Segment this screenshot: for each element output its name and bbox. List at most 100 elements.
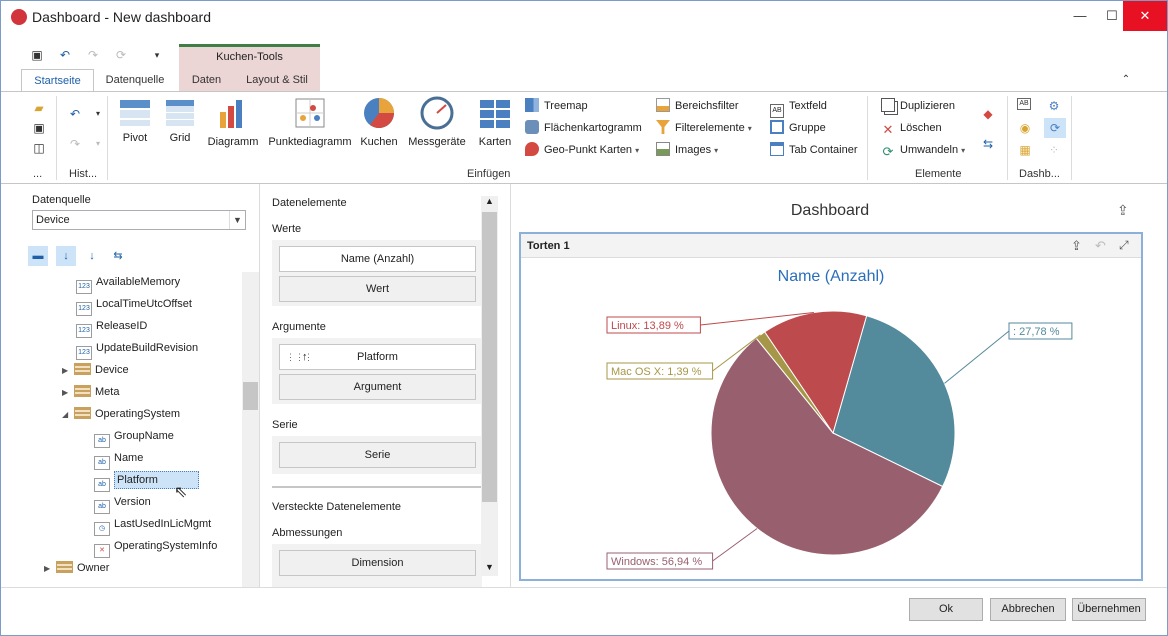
convert-button[interactable]: ⟳ Umwandeln ▾ [882,144,966,159]
pie-dashboard-item[interactable]: Torten 1 ⇪ ↶ ⤢ Name (Anzahl) : 27,78 % Wi… [519,232,1143,581]
duplicate-label: Duplizieren [900,100,956,112]
chevron-down-icon[interactable]: ▼ [229,211,245,229]
eraser-icon[interactable]: ◆ [983,107,993,121]
tree-item[interactable]: 123 AvailableMemory [76,272,180,294]
tab-container-icon [770,142,784,156]
redo-icon[interactable]: ↷ [87,48,99,62]
expand-icon[interactable]: ▶ [62,366,69,375]
tree-item[interactable]: ✕ OperatingSystemInfo [94,535,217,558]
field-tree-scrollbar[interactable] [242,272,259,587]
tab-daten[interactable]: Daten [179,69,234,92]
tree-item[interactable]: 123 LocalTimeUtcOffset [76,293,192,316]
tree-item[interactable]: ab Name [94,447,143,470]
currency-icon[interactable]: ◉ [1019,121,1031,135]
tree-item[interactable]: ◷ LastUsedInLicMgmt [94,513,211,536]
undo-dropdown-icon[interactable]: ▾ [95,109,100,118]
dashboard-title: Dashboard [790,202,870,219]
group-button[interactable]: Gruppe [770,119,826,137]
refresh-fields-icon[interactable]: ⇆ [113,250,123,262]
choropleth-map-button[interactable]: Flächenkartogramm [525,119,642,137]
argument-placeholder[interactable]: Argument [279,374,476,400]
data-items-scrollbar[interactable]: ▲ ▼ [481,196,498,576]
tab-container-button[interactable]: Tab Container [770,141,858,159]
pivot-button[interactable]: Pivot [115,96,155,144]
pie-slice[interactable] [832,315,956,488]
scroll-up-icon[interactable]: ▲ [485,196,494,206]
slice-label: Linux: 13,89 % [611,320,684,332]
save-icon[interactable]: ▣ [31,48,43,62]
chart-button[interactable]: Diagramm [205,96,261,148]
refresh-icon[interactable]: ⟳ [115,48,127,62]
tree-item[interactable]: ▶ Meta [62,381,119,403]
series-placeholder[interactable]: Serie [279,442,476,468]
gauges-button[interactable]: Messgeräte [405,96,469,148]
redo-dropdown-icon[interactable]: ▾ [95,139,100,148]
swap-icon[interactable]: ⇆ [982,137,994,151]
maximize-item-icon[interactable]: ⤢ [1119,238,1129,252]
data-source-select[interactable]: Device ▼ [32,210,246,230]
save-file-icon[interactable]: ▣ [33,121,45,135]
sort-descending-icon[interactable]: ↓ [89,250,95,262]
tree-item[interactable]: ab Version [94,491,151,514]
value-item-name-count[interactable]: Name (Anzahl) [279,246,476,272]
tree-item[interactable]: ▶ Device [62,359,129,381]
images-label: Images [675,144,712,156]
sort-arrow-icon[interactable]: ↑ [302,351,308,363]
field-tree: 123 AvailableMemory 123 LocalTimeUtcOffset… [20,272,242,587]
group-by-type-icon[interactable]: ▬ [28,246,48,266]
tree-item[interactable]: 123 UpdateBuildRevision [76,337,198,360]
pie-button[interactable]: Kuchen [357,96,401,148]
title-icon[interactable]: AB [1017,98,1031,110]
textbox-button[interactable]: AB Textfeld [770,97,827,118]
cards-button[interactable]: Karten [475,96,515,148]
range-filter-button[interactable]: Bereichsfilter [656,97,739,115]
expand-icon[interactable]: ▶ [62,388,69,397]
maximize-button[interactable]: ☐ [1106,8,1118,23]
value-placeholder[interactable]: Wert [279,276,476,302]
collapse-icon[interactable]: ◢ [62,410,69,419]
item-export-icon[interactable]: ⇪ [1071,238,1082,253]
history-redo-icon[interactable]: ↷ [69,137,81,151]
ok-button[interactable]: Ok [909,598,983,621]
pie-label: Kuchen [360,136,398,148]
tab-layout-stil[interactable]: Layout & Stil [234,69,320,92]
minimize-button[interactable]: — [1073,8,1087,23]
color-scheme-icon[interactable]: ▦ [1019,143,1031,157]
delete-button[interactable]: ✕ Löschen [881,119,942,137]
tree-item[interactable]: ab GroupName [94,425,174,448]
scrollbar-thumb[interactable] [243,382,258,410]
undo-icon[interactable]: ↶ [59,48,71,62]
export-icon[interactable]: ⇪ [1117,202,1129,218]
tree-item[interactable]: ab Platform [94,469,242,492]
treemap-button[interactable]: Treemap [525,97,588,115]
cancel-button[interactable]: Abbrechen [990,598,1066,621]
geo-point-map-button[interactable]: Geo-Punkt Karten ▾ [525,141,639,159]
clear-selection-icon[interactable]: ↶ [1095,238,1106,253]
grid-button[interactable]: Grid [161,96,199,144]
save-as-icon[interactable]: ◫ [33,141,45,155]
duplicate-button[interactable]: Duplizieren [881,97,955,115]
sort-ascending-icon[interactable]: ↓ [56,246,76,266]
parameters-icon[interactable]: ⁘ [1048,143,1060,157]
history-undo-icon[interactable]: ↶ [69,107,81,121]
open-folder-icon[interactable]: ▰ [34,101,44,115]
scatter-chart-button[interactable]: Punktediagramm [267,96,353,148]
tab-startseite[interactable]: Startseite [21,69,94,92]
auto-update-icon[interactable]: ⟳ [1044,118,1066,138]
collapse-ribbon-icon[interactable]: ⌃ [1121,74,1131,85]
argument-item-platform[interactable]: ⋮⋮⋮ ↑ Platform [279,344,476,370]
tree-item[interactable]: ▶ Owner [44,557,109,579]
dimension-placeholder[interactable]: Dimension [279,550,476,576]
images-button[interactable]: Images ▾ [656,141,718,159]
settings-page-icon[interactable]: ⚙ [1048,99,1060,113]
customize-toolbar-icon[interactable]: ▾ [154,50,160,60]
filter-elements-button[interactable]: Filterelemente ▾ [656,119,752,137]
close-button[interactable]: ✕ [1123,1,1167,31]
scroll-down-icon[interactable]: ▼ [485,562,494,572]
tab-datenquelle[interactable]: Datenquelle [105,74,165,86]
expand-icon[interactable]: ▶ [44,564,51,573]
scrollbar-thumb[interactable] [482,212,497,502]
tree-item[interactable]: ◢ OperatingSystem [62,403,180,425]
tree-item[interactable]: 123 ReleaseID [76,315,147,338]
apply-button[interactable]: Übernehmen [1072,598,1146,621]
